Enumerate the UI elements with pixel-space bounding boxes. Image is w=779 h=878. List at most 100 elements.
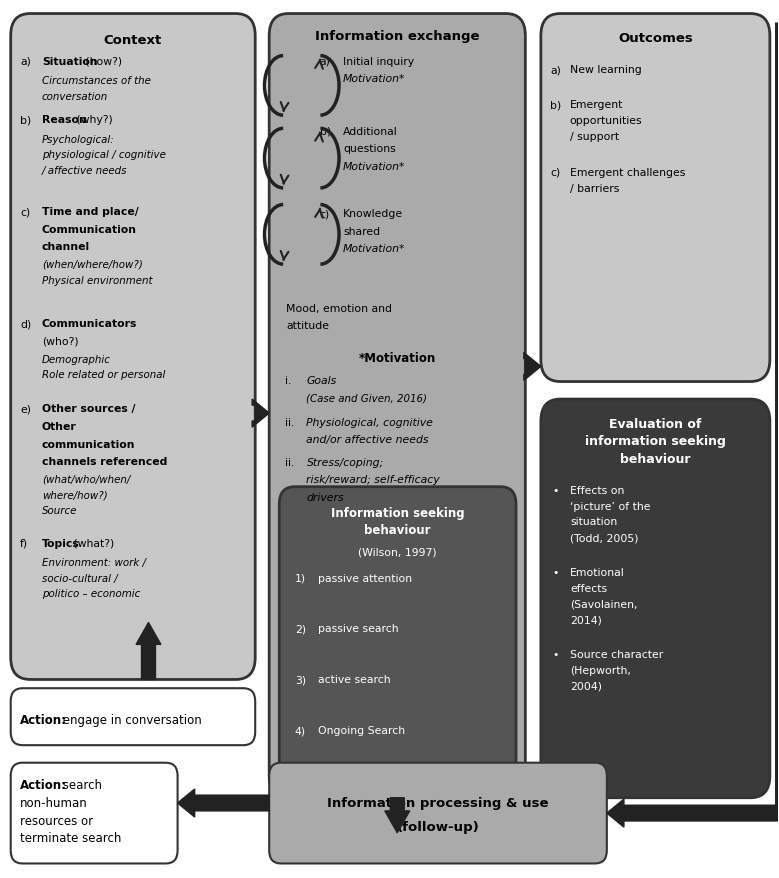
Text: risk/reward; self-efficacy: risk/reward; self-efficacy [306, 475, 440, 485]
Text: shared: shared [343, 227, 380, 236]
FancyBboxPatch shape [11, 15, 256, 680]
Text: where/how?): where/how?) [42, 490, 108, 500]
Text: a): a) [550, 65, 561, 76]
Text: Information seeking: Information seeking [331, 507, 464, 520]
FancyBboxPatch shape [11, 688, 256, 745]
Text: (Todd, 2005): (Todd, 2005) [570, 533, 639, 543]
Text: channels referenced: channels referenced [42, 457, 167, 466]
Text: Additional: Additional [343, 126, 397, 137]
FancyBboxPatch shape [541, 15, 770, 382]
Polygon shape [385, 798, 410, 833]
Text: 1): 1) [294, 573, 306, 583]
Text: b): b) [319, 126, 331, 137]
Text: situation: situation [570, 517, 618, 527]
Text: a): a) [319, 56, 330, 67]
Text: channel: channel [42, 242, 90, 252]
Text: •: • [552, 486, 559, 495]
Text: Action:: Action: [20, 779, 67, 792]
Text: Initial inquiry: Initial inquiry [343, 56, 414, 67]
Text: i.: i. [284, 375, 291, 385]
Text: c): c) [20, 207, 30, 217]
Text: 2): 2) [294, 623, 306, 634]
Text: •: • [552, 649, 559, 659]
Text: Time and place/: Time and place/ [42, 207, 139, 217]
Text: c): c) [550, 168, 560, 177]
Text: e): e) [20, 404, 31, 414]
Polygon shape [607, 799, 777, 827]
Text: attitude: attitude [286, 320, 330, 331]
Text: 3): 3) [294, 674, 306, 685]
Text: politico – economic: politico – economic [42, 588, 140, 599]
Text: b): b) [550, 100, 562, 111]
Text: information seeking: information seeking [585, 435, 726, 448]
Text: (Hepworth,: (Hepworth, [570, 665, 631, 675]
Text: Circumstances of the: Circumstances of the [42, 76, 150, 86]
Text: terminate search: terminate search [20, 831, 122, 844]
Text: b): b) [20, 115, 31, 126]
Text: (who?): (who?) [42, 336, 79, 347]
Text: passive search: passive search [318, 623, 399, 634]
Text: Environment: work /: Environment: work / [42, 558, 146, 567]
Text: / barriers: / barriers [569, 184, 619, 193]
Text: (what?): (what?) [70, 538, 115, 548]
Text: *Motivation: *Motivation [358, 351, 436, 364]
Text: f): f) [20, 538, 28, 548]
Text: Source character: Source character [570, 649, 664, 659]
Text: resources or: resources or [20, 814, 93, 826]
Text: (Case and Given, 2016): (Case and Given, 2016) [306, 392, 428, 403]
Text: passive attention: passive attention [318, 573, 412, 583]
Text: Context: Context [104, 33, 162, 47]
Text: (what/who/when/: (what/who/when/ [42, 474, 130, 484]
Text: 2014): 2014) [570, 615, 602, 625]
Text: d): d) [20, 319, 31, 329]
Text: and/or affective needs: and/or affective needs [306, 435, 429, 444]
Text: questions: questions [343, 144, 396, 154]
Text: Role related or personal: Role related or personal [42, 370, 165, 380]
Text: Outcomes: Outcomes [618, 32, 693, 45]
FancyBboxPatch shape [270, 763, 607, 863]
Text: non-human: non-human [20, 796, 88, 810]
Text: Emergent: Emergent [569, 100, 623, 111]
Text: Other: Other [42, 421, 76, 431]
Text: ii.: ii. [284, 417, 294, 427]
Text: / support: / support [569, 132, 619, 141]
Text: search: search [59, 779, 102, 792]
Text: Information exchange: Information exchange [315, 30, 480, 43]
Text: (why?): (why?) [72, 115, 112, 126]
Text: Motivation*: Motivation* [343, 162, 405, 171]
Text: behaviour: behaviour [365, 524, 431, 536]
Text: Ongoing Search: Ongoing Search [318, 725, 405, 735]
Text: drivers: drivers [306, 493, 344, 502]
Polygon shape [252, 399, 270, 428]
Text: Effects on: Effects on [570, 486, 625, 495]
Text: communication: communication [42, 439, 136, 449]
Text: engage in conversation: engage in conversation [59, 713, 202, 726]
Text: Psychological:: Psychological: [42, 134, 115, 144]
Text: physiological / cognitive: physiological / cognitive [42, 150, 166, 160]
FancyBboxPatch shape [11, 763, 178, 863]
Text: Topics: Topics [42, 538, 79, 548]
Text: Action:: Action: [20, 713, 67, 726]
Text: Physical environment: Physical environment [42, 276, 152, 285]
Text: Situation: Situation [42, 56, 97, 67]
Text: Emotional: Emotional [570, 568, 625, 578]
Text: Motivation*: Motivation* [343, 244, 405, 254]
Text: Emergent challenges: Emergent challenges [569, 168, 685, 177]
Text: (when/where/how?): (when/where/how?) [42, 260, 143, 270]
Text: conversation: conversation [42, 91, 108, 102]
Text: Motivation*: Motivation* [343, 74, 405, 84]
Text: Other sources /: Other sources / [42, 404, 136, 414]
FancyBboxPatch shape [280, 487, 516, 789]
Text: effects: effects [570, 583, 608, 594]
FancyBboxPatch shape [541, 399, 770, 798]
Text: (Savolainen,: (Savolainen, [570, 599, 638, 609]
Text: active search: active search [318, 674, 391, 685]
Text: Source: Source [42, 506, 77, 515]
Text: c): c) [319, 209, 330, 219]
FancyBboxPatch shape [270, 15, 525, 798]
Text: (Wilson, 1997): (Wilson, 1997) [358, 547, 437, 557]
Text: a): a) [20, 56, 31, 67]
Text: ii.: ii. [284, 457, 294, 467]
Text: (follow-up): (follow-up) [397, 820, 479, 832]
Text: 2004): 2004) [570, 680, 602, 691]
